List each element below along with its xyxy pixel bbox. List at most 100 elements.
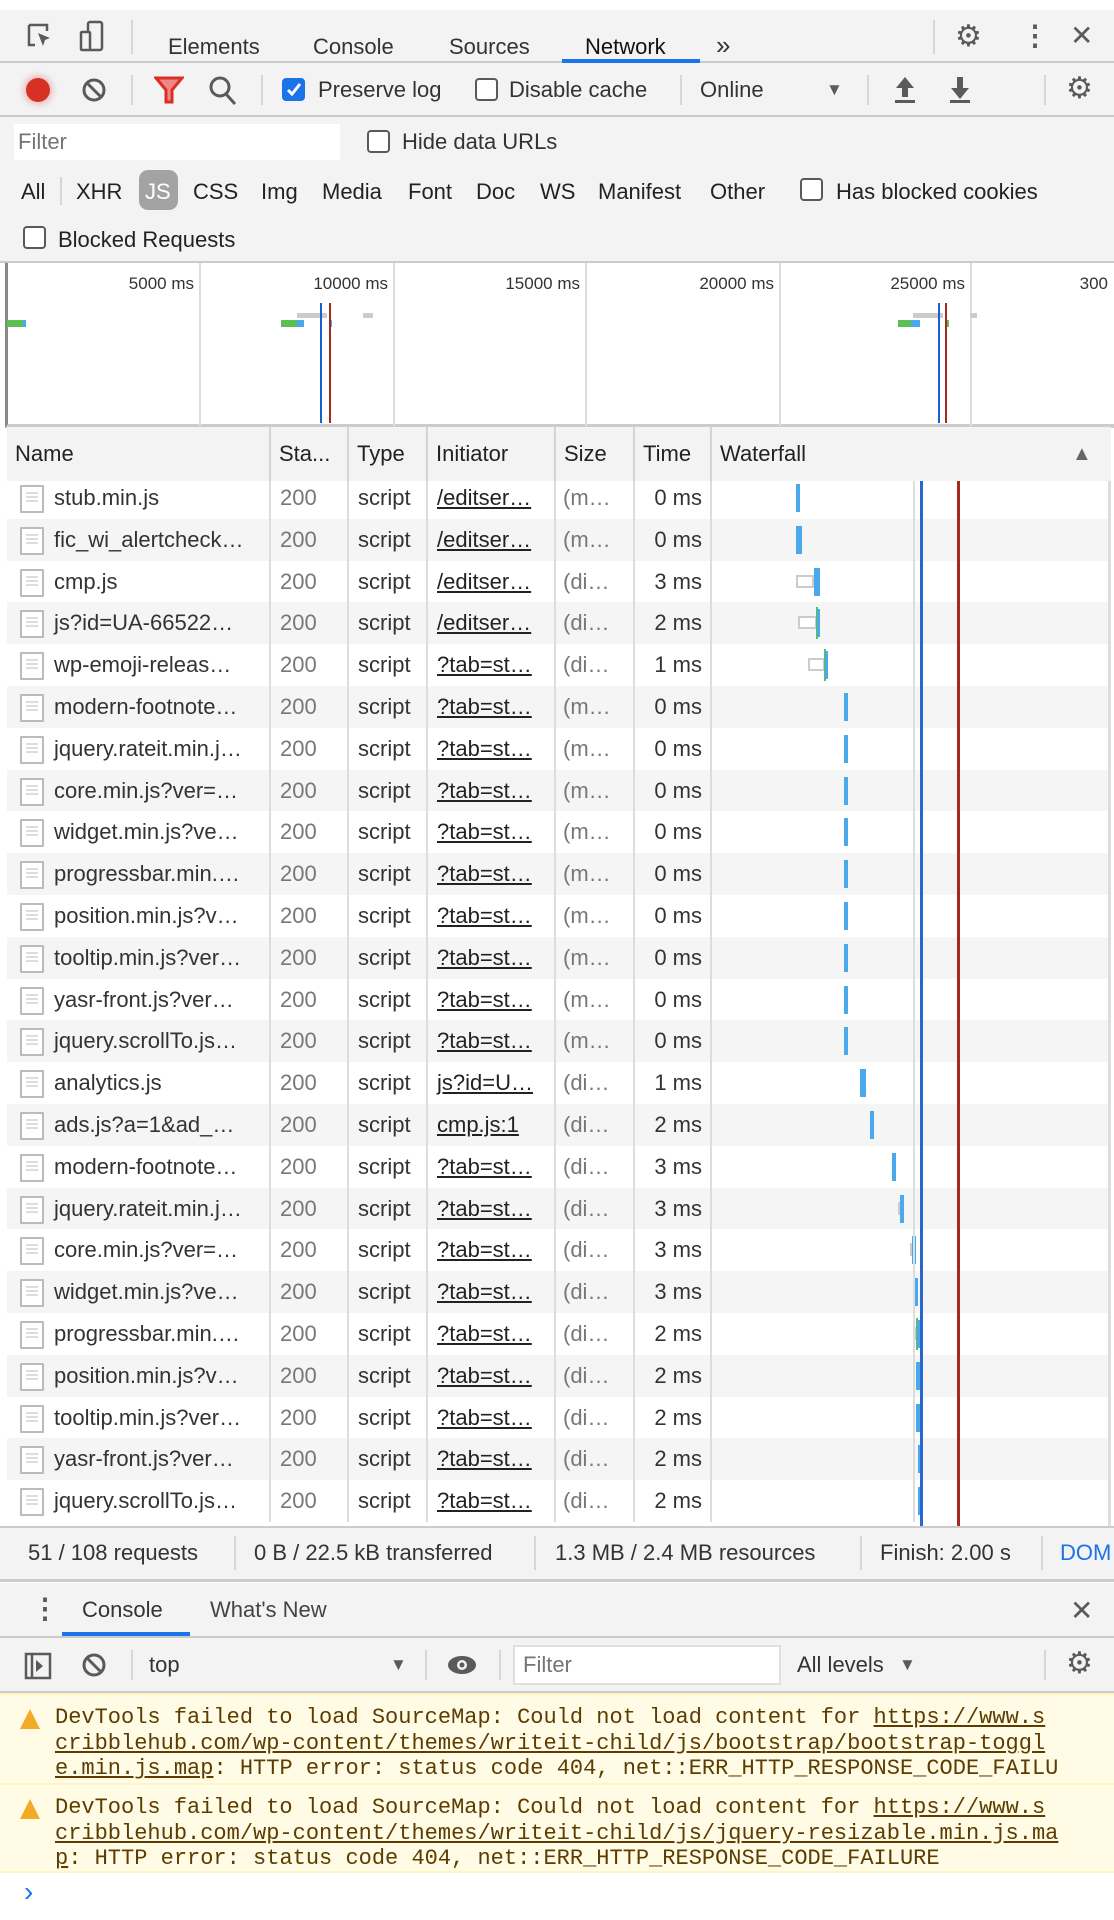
table-row[interactable]: jquery.scrollTo.js… 200 script ?tab=st… …: [7, 1480, 1111, 1522]
type-filter-manifest[interactable]: Manifest: [598, 179, 682, 204]
request-name[interactable]: yasr-front.js?ver…: [54, 986, 234, 1012]
clear-console-icon[interactable]: [81, 1652, 107, 1678]
type-filter-doc[interactable]: Doc: [476, 179, 516, 204]
table-row[interactable]: widget.min.js?ve… 200 script ?tab=st… (m…: [7, 811, 1111, 854]
blocked-requests-label[interactable]: Blocked Requests: [58, 227, 236, 252]
request-initiator-link[interactable]: ?tab=st…: [437, 861, 532, 887]
table-row[interactable]: fic_wi_alertcheck… 200 script /editser… …: [7, 518, 1111, 561]
table-row[interactable]: jquery.rateit.min.j… 200 script ?tab=st……: [7, 1187, 1111, 1230]
hide-data-urls-label[interactable]: Hide data URLs: [402, 129, 558, 154]
close-drawer-icon[interactable]: ✕: [1070, 1595, 1094, 1626]
column-header-type[interactable]: Type: [349, 427, 428, 481]
record-icon[interactable]: [26, 78, 50, 102]
table-row[interactable]: js?id=UA-66522… 200 script /editser… (di…: [7, 602, 1111, 645]
export-har-icon[interactable]: [948, 75, 972, 105]
table-row[interactable]: progressbar.min.… 200 script ?tab=st… (d…: [7, 1312, 1111, 1355]
type-filter-media[interactable]: Media: [322, 179, 382, 204]
live-expression-eye-icon[interactable]: [446, 1654, 478, 1676]
disable-cache-checkbox[interactable]: [475, 78, 498, 101]
chevron-down-icon[interactable]: ▼: [390, 1655, 407, 1674]
table-row[interactable]: yasr-front.js?ver… 200 script ?tab=st… (…: [7, 1438, 1111, 1481]
request-initiator-link[interactable]: /editser…: [437, 568, 532, 594]
table-row[interactable]: tooltip.min.js?ver… 200 script ?tab=st… …: [7, 936, 1111, 979]
request-name[interactable]: tooltip.min.js?ver…: [54, 944, 242, 970]
has-blocked-cookies-label[interactable]: Has blocked cookies: [836, 179, 1038, 204]
column-header-size[interactable]: Size: [556, 427, 635, 481]
table-row[interactable]: tooltip.min.js?ver… 200 script ?tab=st… …: [7, 1396, 1111, 1439]
blocked-requests-checkbox[interactable]: [23, 226, 46, 249]
request-name[interactable]: widget.min.js?ve…: [54, 819, 239, 845]
request-initiator-link[interactable]: ?tab=st…: [437, 944, 532, 970]
request-initiator-link[interactable]: ?tab=st…: [437, 1237, 532, 1263]
throttling-select[interactable]: Online: [700, 77, 764, 102]
request-name[interactable]: progressbar.min.…: [54, 861, 240, 887]
request-name[interactable]: position.min.js?v…: [54, 1362, 239, 1388]
request-name[interactable]: jquery.scrollTo.js…: [54, 1028, 237, 1054]
request-name[interactable]: jquery.rateit.min.j…: [54, 735, 242, 761]
request-initiator-link[interactable]: ?tab=st…: [437, 1446, 532, 1472]
hide-data-urls-checkbox[interactable]: [367, 130, 390, 153]
drawer-menu-icon[interactable]: ⋮: [31, 1593, 59, 1624]
type-filter-xhr[interactable]: XHR: [76, 179, 123, 204]
preserve-log-checkbox[interactable]: [282, 78, 305, 101]
request-name[interactable]: ads.js?a=1&ad_…: [54, 1111, 235, 1137]
request-name[interactable]: js?id=UA-66522…: [54, 610, 234, 636]
request-name[interactable]: modern-footnote…: [54, 1153, 238, 1179]
type-filter-other[interactable]: Other: [710, 179, 766, 204]
request-initiator-link[interactable]: ?tab=st…: [437, 1195, 532, 1221]
chevron-down-icon[interactable]: ▼: [899, 1655, 916, 1674]
sort-ascending-icon[interactable]: ▲: [1072, 443, 1092, 465]
request-initiator-link[interactable]: /editser…: [437, 610, 532, 636]
console-filter-input[interactable]: [513, 1645, 781, 1685]
request-initiator-link[interactable]: ?tab=st…: [437, 777, 532, 803]
request-initiator-link[interactable]: js?id=U…: [437, 1070, 533, 1096]
clear-icon[interactable]: [81, 77, 107, 103]
request-initiator-link[interactable]: cmp.js:1: [437, 1111, 519, 1137]
table-row[interactable]: modern-footnote… 200 script ?tab=st… (m……: [7, 685, 1111, 728]
request-initiator-link[interactable]: ?tab=st…: [437, 902, 532, 928]
request-initiator-link[interactable]: /editser…: [437, 526, 532, 552]
console-settings-gear-icon[interactable]: ⚙: [1066, 1647, 1093, 1680]
preserve-log-label[interactable]: Preserve log: [318, 77, 442, 102]
request-name[interactable]: widget.min.js?ve…: [54, 1279, 239, 1305]
table-row[interactable]: core.min.js?ver=… 200 script ?tab=st… (m…: [7, 769, 1111, 812]
request-initiator-link[interactable]: ?tab=st…: [437, 1404, 532, 1430]
table-row[interactable]: position.min.js?v… 200 script ?tab=st… (…: [7, 1354, 1111, 1397]
log-levels-select[interactable]: All levels: [797, 1652, 884, 1677]
request-initiator-link[interactable]: ?tab=st…: [437, 1488, 532, 1514]
table-row[interactable]: position.min.js?v… 200 script ?tab=st… (…: [7, 894, 1111, 937]
column-header-waterfall[interactable]: Waterfall: [712, 427, 1111, 481]
request-initiator-link[interactable]: ?tab=st…: [437, 735, 532, 761]
source-map-link[interactable]: https://www.scribblehub.com/wp-content/t…: [55, 1795, 1059, 1872]
table-row[interactable]: stub.min.js 200 script /editser… (m… 0 m…: [7, 481, 1111, 519]
type-filter-js[interactable]: JS: [145, 179, 171, 204]
column-header-initiator[interactable]: Initiator: [428, 427, 556, 481]
table-row[interactable]: jquery.scrollTo.js… 200 script ?tab=st… …: [7, 1020, 1111, 1063]
table-row[interactable]: jquery.rateit.min.j… 200 script ?tab=st……: [7, 727, 1111, 770]
filter-input[interactable]: [14, 124, 340, 160]
request-name[interactable]: cmp.js: [54, 568, 118, 594]
has-blocked-cookies-checkbox[interactable]: [800, 178, 823, 201]
request-name[interactable]: wp-emoji-releas…: [54, 652, 232, 678]
table-row[interactable]: modern-footnote… 200 script ?tab=st… (di…: [7, 1145, 1111, 1188]
console-prompt[interactable]: ›: [24, 1876, 34, 1907]
request-name[interactable]: yasr-front.js?ver…: [54, 1446, 234, 1472]
request-initiator-link[interactable]: ?tab=st…: [437, 1320, 532, 1346]
table-row[interactable]: cmp.js 200 script /editser… (di… 3 ms: [7, 560, 1111, 603]
type-filter-css[interactable]: CSS: [193, 179, 239, 204]
more-options-icon[interactable]: ⋮: [1021, 20, 1049, 51]
import-har-icon[interactable]: [893, 75, 917, 105]
request-initiator-link[interactable]: ?tab=st…: [437, 1362, 532, 1388]
show-sidebar-icon[interactable]: [24, 1652, 52, 1680]
request-name[interactable]: stub.min.js: [54, 485, 160, 510]
close-devtools-icon[interactable]: ✕: [1070, 20, 1094, 51]
type-filter-font[interactable]: Font: [408, 179, 453, 204]
tab-sources[interactable]: Sources: [449, 34, 530, 59]
source-map-link[interactable]: https://www.scribblehub.com/wp-content/t…: [55, 1705, 1046, 1782]
disable-cache-label[interactable]: Disable cache: [509, 77, 648, 102]
table-scrollbar[interactable]: [1108, 481, 1111, 1526]
request-name[interactable]: jquery.rateit.min.j…: [54, 1195, 242, 1221]
request-name[interactable]: core.min.js?ver=…: [54, 1237, 239, 1263]
table-row[interactable]: widget.min.js?ve… 200 script ?tab=st… (d…: [7, 1271, 1111, 1313]
device-toolbar-icon[interactable]: [79, 20, 105, 54]
